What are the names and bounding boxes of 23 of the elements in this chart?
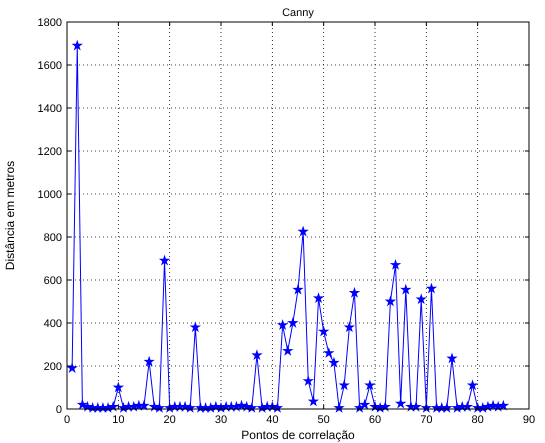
y-tick-label: 600 [44,275,62,287]
y-tick-label: 1600 [38,60,62,72]
x-tick-label: 50 [318,414,330,426]
x-tick-label: 0 [64,414,70,426]
y-tick-label: 1400 [38,103,62,115]
y-tick-label: 0 [56,404,62,416]
y-tick-label: 800 [44,232,62,244]
x-tick-label: 70 [420,414,432,426]
x-tick-label: 60 [368,414,382,426]
x-axis-title: Pontos de correlação [241,428,356,442]
x-tick-label: 80 [472,414,484,426]
x-tick-label: 30 [214,414,228,426]
y-tick-label: 1200 [38,146,62,158]
chart-title: Canny [282,7,314,19]
y-tick-label: 1000 [38,189,62,201]
y-tick-label: 200 [44,361,62,373]
x-tick-label: 10 [112,414,124,426]
y-axis-title: Distância em metros [3,160,17,270]
x-tick-label: 40 [266,414,278,426]
y-tick-label: 1800 [38,17,62,29]
x-tick-label: 90 [522,414,536,426]
x-tick-label: 20 [164,414,176,426]
y-tick-label: 400 [44,318,62,330]
